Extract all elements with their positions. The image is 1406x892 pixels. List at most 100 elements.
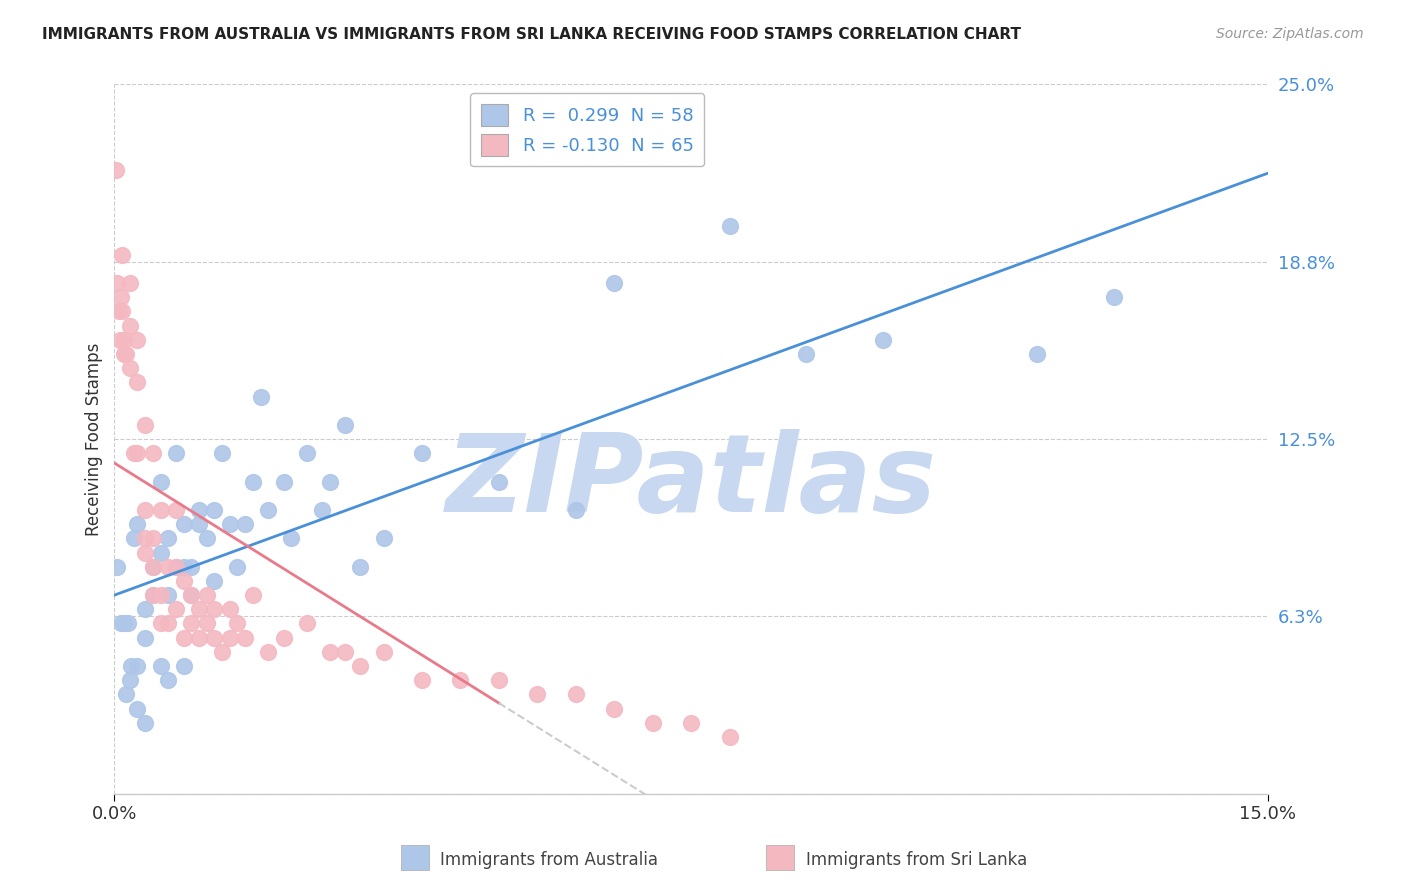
Point: [110, 290, 132, 304]
Point: [349, 659, 371, 673]
Legend: R =  0.299  N = 58, R = -0.130  N = 65: R = 0.299 N = 58, R = -0.130 N = 65: [470, 94, 704, 167]
Point: [195, 532, 218, 546]
Point: [180, 588, 202, 602]
Point: [127, 333, 149, 347]
Point: [157, 588, 180, 602]
Point: [107, 276, 129, 290]
Point: [273, 631, 295, 645]
Point: [118, 361, 141, 376]
Point: [108, 304, 131, 318]
Point: [1026, 347, 1049, 361]
Point: [165, 503, 187, 517]
Point: [149, 475, 172, 489]
Point: [565, 687, 588, 701]
Point: [120, 659, 142, 673]
Point: [173, 631, 195, 645]
Point: [1102, 290, 1125, 304]
Point: [127, 376, 149, 390]
Point: [149, 588, 172, 602]
Point: [127, 701, 149, 715]
Point: [173, 517, 195, 532]
Point: [157, 673, 180, 688]
Point: [202, 503, 225, 517]
Point: [319, 645, 342, 659]
Point: [242, 588, 264, 602]
Point: [122, 532, 145, 546]
Point: [202, 574, 225, 588]
Point: [319, 475, 342, 489]
Point: [110, 616, 132, 631]
Point: [142, 588, 165, 602]
Point: [333, 645, 356, 659]
Point: [195, 588, 218, 602]
Text: ZIPatlas: ZIPatlas: [446, 429, 936, 534]
Point: [202, 631, 225, 645]
Point: [157, 616, 180, 631]
Point: [112, 347, 135, 361]
Point: [165, 446, 187, 460]
Point: [180, 559, 202, 574]
Point: [349, 559, 371, 574]
Point: [118, 673, 141, 688]
Point: [195, 616, 218, 631]
Point: [149, 545, 172, 559]
Point: [142, 532, 165, 546]
Point: [226, 616, 249, 631]
Point: [233, 517, 256, 532]
Point: [127, 659, 149, 673]
Text: Source: ZipAtlas.com: Source: ZipAtlas.com: [1216, 27, 1364, 41]
Text: Immigrants from Australia: Immigrants from Australia: [440, 851, 658, 869]
Point: [218, 631, 240, 645]
Point: [211, 645, 233, 659]
Point: [295, 446, 318, 460]
Point: [211, 446, 233, 460]
Point: [134, 503, 156, 517]
Point: [202, 602, 225, 616]
Point: [142, 559, 165, 574]
Point: [107, 559, 129, 574]
Point: [108, 333, 131, 347]
Point: [149, 659, 172, 673]
Point: [112, 333, 135, 347]
Point: [118, 318, 141, 333]
Point: [134, 715, 156, 730]
Point: [796, 347, 818, 361]
Point: [233, 631, 256, 645]
Text: Immigrants from Sri Lanka: Immigrants from Sri Lanka: [806, 851, 1026, 869]
Point: [127, 517, 149, 532]
Text: IMMIGRANTS FROM AUSTRALIA VS IMMIGRANTS FROM SRI LANKA RECEIVING FOOD STAMPS COR: IMMIGRANTS FROM AUSTRALIA VS IMMIGRANTS …: [42, 27, 1021, 42]
Point: [122, 446, 145, 460]
Point: [449, 673, 471, 688]
Point: [718, 730, 741, 744]
Point: [127, 446, 149, 460]
Point: [173, 574, 195, 588]
Point: [242, 475, 264, 489]
Point: [273, 475, 295, 489]
Point: [218, 517, 240, 532]
Point: [134, 631, 156, 645]
Point: [488, 475, 510, 489]
Point: [311, 503, 333, 517]
Y-axis label: Receiving Food Stamps: Receiving Food Stamps: [86, 343, 103, 536]
Point: [872, 333, 894, 347]
Point: [173, 559, 195, 574]
Point: [188, 631, 211, 645]
Point: [149, 503, 172, 517]
Point: [134, 545, 156, 559]
Point: [526, 687, 548, 701]
Point: [188, 517, 211, 532]
Point: [112, 616, 135, 631]
Point: [142, 559, 165, 574]
Point: [111, 247, 134, 261]
Point: [142, 446, 165, 460]
Point: [603, 276, 626, 290]
Point: [257, 645, 280, 659]
Point: [118, 276, 141, 290]
Point: [188, 602, 211, 616]
Point: [226, 559, 249, 574]
Point: [411, 673, 433, 688]
Point: [681, 715, 703, 730]
Point: [603, 701, 626, 715]
Point: [134, 417, 156, 432]
Point: [117, 616, 139, 631]
